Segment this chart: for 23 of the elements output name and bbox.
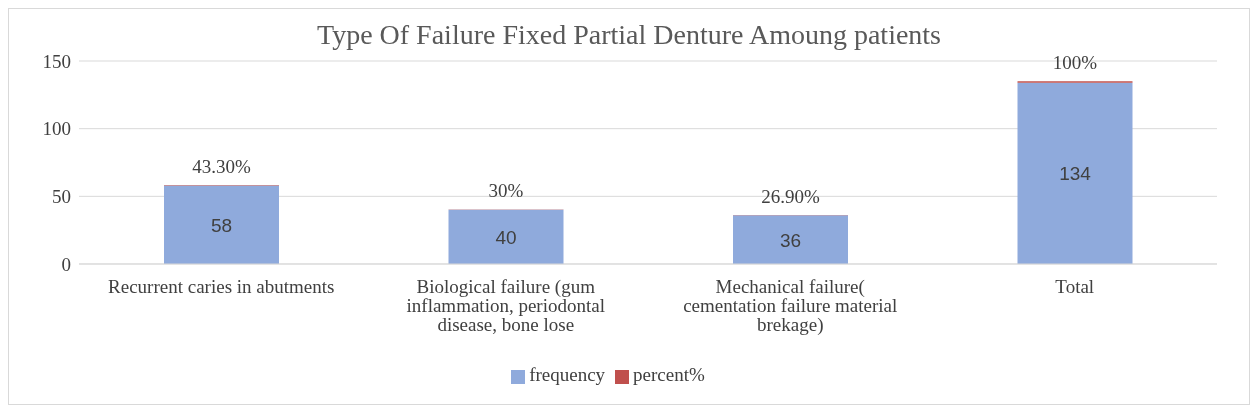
- y-tick-label: 0: [61, 253, 71, 275]
- chart-title: Type Of Failure Fixed Partial Denture Amoung patients: [316, 19, 942, 51]
- data-label: 26.90%: [761, 185, 820, 207]
- y-tick-label: 50: [52, 186, 71, 208]
- x-tick-label: Mechanical failure( cementation failure material brekage): [683, 276, 898, 337]
- bar: [1017, 82, 1133, 264]
- bar: [733, 215, 848, 264]
- bar: [164, 185, 279, 264]
- legend-label: frequency: [529, 364, 606, 385]
- data-label: 40: [495, 226, 517, 248]
- data-label: 36: [779, 229, 802, 251]
- y-tick-label: 100: [42, 118, 71, 140]
- data-label: 58: [210, 214, 233, 236]
- x-tick-label: Recurrent caries in abutments: [108, 276, 335, 298]
- data-label: 100%: [1052, 52, 1098, 74]
- data-label: 43.30%: [192, 155, 251, 177]
- x-tick-label: Biological failure (gum inflammation, periodontal disease, bone lose: [406, 276, 605, 336]
- data-label: 30%: [488, 180, 524, 202]
- x-tick-label: Total: [1055, 276, 1095, 298]
- legend-label: percent%: [633, 364, 705, 385]
- y-tick-label: 150: [42, 50, 71, 72]
- data-label: 134: [1059, 163, 1092, 185]
- bar: [448, 209, 564, 264]
